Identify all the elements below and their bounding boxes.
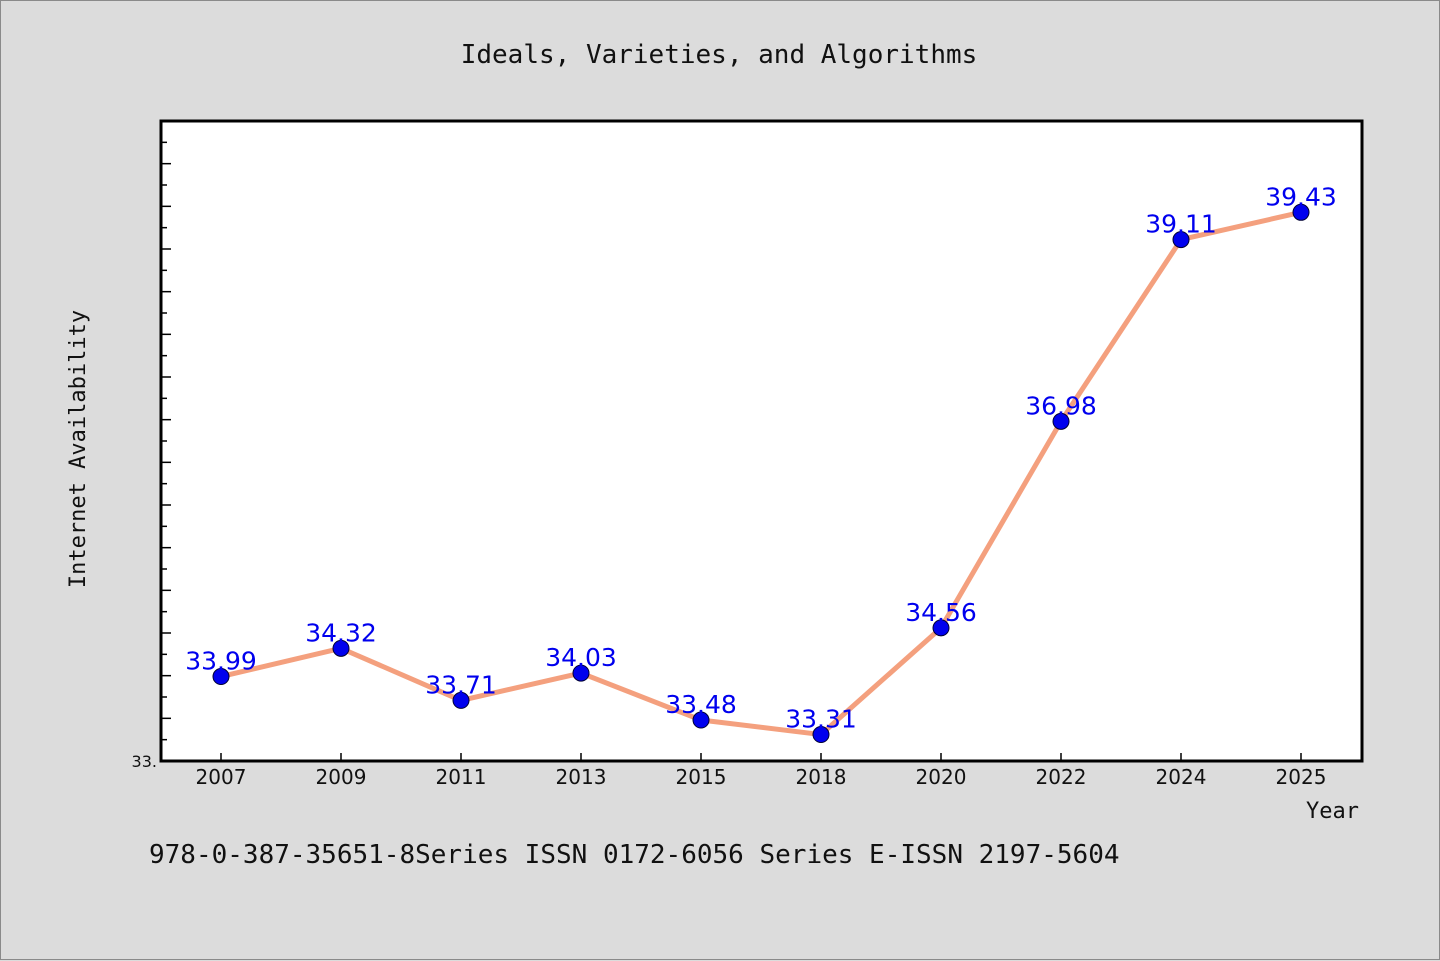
x-tick-label: 2011 bbox=[436, 765, 487, 789]
data-label: 34.56 bbox=[905, 598, 977, 627]
x-tick-label: 2007 bbox=[196, 765, 247, 789]
y-axis-ticks bbox=[161, 141, 171, 741]
data-label: 36.98 bbox=[1025, 391, 1097, 420]
x-axis-label: Year bbox=[1306, 799, 1359, 824]
data-point bbox=[812, 726, 830, 744]
data-point bbox=[452, 691, 470, 709]
data-label: 33.71 bbox=[425, 670, 497, 699]
data-label: 39.43 bbox=[1265, 182, 1337, 211]
x-axis-ticks bbox=[220, 753, 1302, 761]
series-line bbox=[218, 209, 1304, 738]
footer-text: 978-0-387-35651-8Series ISSN 0172-6056 S… bbox=[149, 840, 1120, 870]
data-label: 33.31 bbox=[785, 705, 857, 734]
data-point bbox=[692, 711, 710, 729]
plot-area bbox=[159, 119, 1364, 763]
data-label: 39.11 bbox=[1145, 210, 1217, 239]
series-group: 33.99 34.32 33.71 34.03 33.48 33.31 34.56 36.98… bbox=[185, 182, 1337, 744]
x-tick-label: 2020 bbox=[916, 765, 967, 789]
data-point bbox=[1052, 412, 1070, 430]
data-point bbox=[1172, 231, 1190, 249]
x-tick-label: 2015 bbox=[676, 765, 727, 789]
data-label: 34.03 bbox=[545, 643, 617, 672]
chart-title: Ideals, Varieties, and Algorithms bbox=[461, 40, 978, 70]
data-point bbox=[572, 664, 590, 682]
data-label: 33.99 bbox=[185, 647, 257, 676]
x-axis-tick-labels: 2007 2009 2011 2013 2015 2018 2020 2022 2024 2025 bbox=[196, 765, 1327, 789]
data-point bbox=[932, 619, 950, 637]
x-tick-label: 2025 bbox=[1276, 765, 1327, 789]
data-point bbox=[1292, 203, 1310, 221]
data-label: 33.48 bbox=[665, 690, 737, 719]
data-label: 34.32 bbox=[305, 618, 377, 647]
x-tick-label: 2022 bbox=[1036, 765, 1087, 789]
data-point bbox=[212, 668, 230, 686]
x-tick-label: 2018 bbox=[796, 765, 847, 789]
x-tick-label: 2024 bbox=[1156, 765, 1207, 789]
y-axis-min-tick-label: 33. bbox=[132, 752, 157, 771]
x-tick-label: 2013 bbox=[556, 765, 607, 789]
data-point bbox=[332, 639, 350, 657]
y-axis-label: Internet Availability bbox=[66, 310, 91, 588]
x-tick-label: 2009 bbox=[316, 765, 367, 789]
